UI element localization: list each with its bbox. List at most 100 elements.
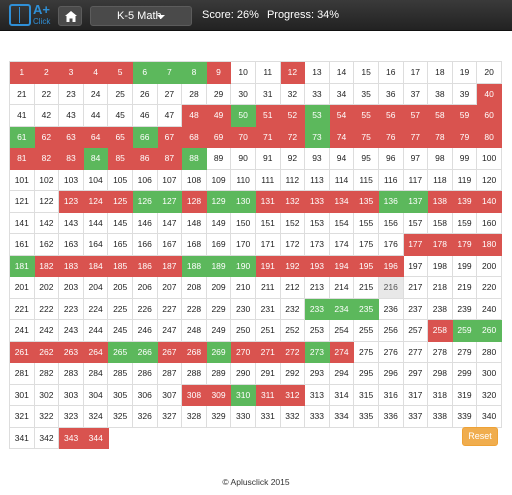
grid-cell-99[interactable]: 99 bbox=[452, 148, 478, 170]
grid-cell-58[interactable]: 58 bbox=[428, 105, 453, 127]
grid-cell-151[interactable]: 151 bbox=[255, 212, 281, 234]
grid-cell-237[interactable]: 237 bbox=[403, 298, 429, 320]
grid-cell-15[interactable]: 15 bbox=[354, 62, 379, 84]
grid-cell-73[interactable]: 73 bbox=[305, 126, 330, 148]
grid-cell-159[interactable]: 159 bbox=[452, 212, 478, 234]
grid-cell-232[interactable]: 232 bbox=[280, 298, 306, 320]
grid-cell-241[interactable]: 241 bbox=[10, 320, 35, 342]
grid-cell-47[interactable]: 47 bbox=[157, 105, 183, 127]
grid-cell-28[interactable]: 28 bbox=[182, 83, 207, 105]
grid-cell-116[interactable]: 116 bbox=[378, 169, 404, 191]
grid-cell-215[interactable]: 215 bbox=[354, 277, 379, 299]
grid-cell-332[interactable]: 332 bbox=[280, 406, 306, 428]
grid-cell-259[interactable]: 259 bbox=[452, 320, 478, 342]
grid-cell-279[interactable]: 279 bbox=[452, 341, 478, 363]
grid-cell-79[interactable]: 79 bbox=[452, 126, 478, 148]
grid-cell-90[interactable]: 90 bbox=[231, 148, 256, 170]
grid-cell-62[interactable]: 62 bbox=[34, 126, 60, 148]
reset-button[interactable]: Reset bbox=[462, 427, 498, 446]
grid-cell-130[interactable]: 130 bbox=[231, 191, 256, 213]
grid-cell-84[interactable]: 84 bbox=[83, 148, 109, 170]
grid-cell-200[interactable]: 200 bbox=[477, 255, 502, 277]
grid-cell-291[interactable]: 291 bbox=[255, 363, 281, 385]
grid-cell-207[interactable]: 207 bbox=[157, 277, 183, 299]
grid-cell-181[interactable]: 181 bbox=[10, 255, 35, 277]
grid-cell-306[interactable]: 306 bbox=[132, 384, 158, 406]
grid-cell-288[interactable]: 288 bbox=[182, 363, 207, 385]
grid-cell-29[interactable]: 29 bbox=[206, 83, 232, 105]
grid-cell-9[interactable]: 9 bbox=[206, 62, 232, 84]
grid-cell-203[interactable]: 203 bbox=[59, 277, 84, 299]
grid-cell-285[interactable]: 285 bbox=[108, 363, 133, 385]
grid-cell-202[interactable]: 202 bbox=[34, 277, 60, 299]
grid-cell-160[interactable]: 160 bbox=[477, 212, 502, 234]
grid-cell-119[interactable]: 119 bbox=[452, 169, 478, 191]
grid-cell-177[interactable]: 177 bbox=[403, 234, 429, 256]
grid-cell-19[interactable]: 19 bbox=[452, 62, 478, 84]
grid-cell-12[interactable]: 12 bbox=[280, 62, 306, 84]
grid-cell-276[interactable]: 276 bbox=[378, 341, 404, 363]
grid-cell-254[interactable]: 254 bbox=[329, 320, 355, 342]
grid-cell-326[interactable]: 326 bbox=[132, 406, 158, 428]
grid-cell-228[interactable]: 228 bbox=[182, 298, 207, 320]
grid-cell-199[interactable]: 199 bbox=[452, 255, 478, 277]
grid-cell-301[interactable]: 301 bbox=[10, 384, 35, 406]
grid-cell-187[interactable]: 187 bbox=[157, 255, 183, 277]
grid-cell-44[interactable]: 44 bbox=[83, 105, 109, 127]
grid-cell-78[interactable]: 78 bbox=[428, 126, 453, 148]
grid-cell-339[interactable]: 339 bbox=[452, 406, 478, 428]
grid-cell-216[interactable]: 216 bbox=[378, 277, 404, 299]
grid-cell-164[interactable]: 164 bbox=[83, 234, 109, 256]
grid-cell-183[interactable]: 183 bbox=[59, 255, 84, 277]
grid-cell-129[interactable]: 129 bbox=[206, 191, 232, 213]
grid-cell-336[interactable]: 336 bbox=[378, 406, 404, 428]
grid-cell-110[interactable]: 110 bbox=[231, 169, 256, 191]
grid-cell-6[interactable]: 6 bbox=[132, 62, 158, 84]
subject-dropdown[interactable]: K-5 Math bbox=[90, 6, 192, 26]
grid-cell-297[interactable]: 297 bbox=[403, 363, 429, 385]
grid-cell-127[interactable]: 127 bbox=[157, 191, 183, 213]
grid-cell-166[interactable]: 166 bbox=[132, 234, 158, 256]
grid-cell-295[interactable]: 295 bbox=[354, 363, 379, 385]
grid-cell-214[interactable]: 214 bbox=[329, 277, 355, 299]
grid-cell-222[interactable]: 222 bbox=[34, 298, 60, 320]
grid-cell-275[interactable]: 275 bbox=[354, 341, 379, 363]
grid-cell-37[interactable]: 37 bbox=[403, 83, 429, 105]
grid-cell-322[interactable]: 322 bbox=[34, 406, 60, 428]
grid-cell-212[interactable]: 212 bbox=[280, 277, 306, 299]
grid-cell-146[interactable]: 146 bbox=[132, 212, 158, 234]
grid-cell-250[interactable]: 250 bbox=[231, 320, 256, 342]
grid-cell-4[interactable]: 4 bbox=[83, 62, 109, 84]
grid-cell-154[interactable]: 154 bbox=[329, 212, 355, 234]
grid-cell-342[interactable]: 342 bbox=[34, 427, 60, 449]
grid-cell-156[interactable]: 156 bbox=[378, 212, 404, 234]
grid-cell-105[interactable]: 105 bbox=[108, 169, 133, 191]
grid-cell-244[interactable]: 244 bbox=[83, 320, 109, 342]
grid-cell-293[interactable]: 293 bbox=[305, 363, 330, 385]
grid-cell-87[interactable]: 87 bbox=[157, 148, 183, 170]
grid-cell-55[interactable]: 55 bbox=[354, 105, 379, 127]
grid-cell-155[interactable]: 155 bbox=[354, 212, 379, 234]
grid-cell-143[interactable]: 143 bbox=[59, 212, 84, 234]
grid-cell-223[interactable]: 223 bbox=[59, 298, 84, 320]
grid-cell-94[interactable]: 94 bbox=[329, 148, 355, 170]
grid-cell-122[interactable]: 122 bbox=[34, 191, 60, 213]
grid-cell-5[interactable]: 5 bbox=[108, 62, 133, 84]
grid-cell-65[interactable]: 65 bbox=[108, 126, 133, 148]
grid-cell-20[interactable]: 20 bbox=[477, 62, 502, 84]
grid-cell-85[interactable]: 85 bbox=[108, 148, 133, 170]
grid-cell-157[interactable]: 157 bbox=[403, 212, 429, 234]
grid-cell-117[interactable]: 117 bbox=[403, 169, 429, 191]
grid-cell-138[interactable]: 138 bbox=[428, 191, 453, 213]
grid-cell-195[interactable]: 195 bbox=[354, 255, 379, 277]
grid-cell-272[interactable]: 272 bbox=[280, 341, 306, 363]
grid-cell-16[interactable]: 16 bbox=[378, 62, 404, 84]
grid-cell-17[interactable]: 17 bbox=[403, 62, 429, 84]
grid-cell-316[interactable]: 316 bbox=[378, 384, 404, 406]
grid-cell-115[interactable]: 115 bbox=[354, 169, 379, 191]
grid-cell-69[interactable]: 69 bbox=[206, 126, 232, 148]
grid-cell-86[interactable]: 86 bbox=[132, 148, 158, 170]
grid-cell-96[interactable]: 96 bbox=[378, 148, 404, 170]
grid-cell-144[interactable]: 144 bbox=[83, 212, 109, 234]
grid-cell-8[interactable]: 8 bbox=[182, 62, 207, 84]
